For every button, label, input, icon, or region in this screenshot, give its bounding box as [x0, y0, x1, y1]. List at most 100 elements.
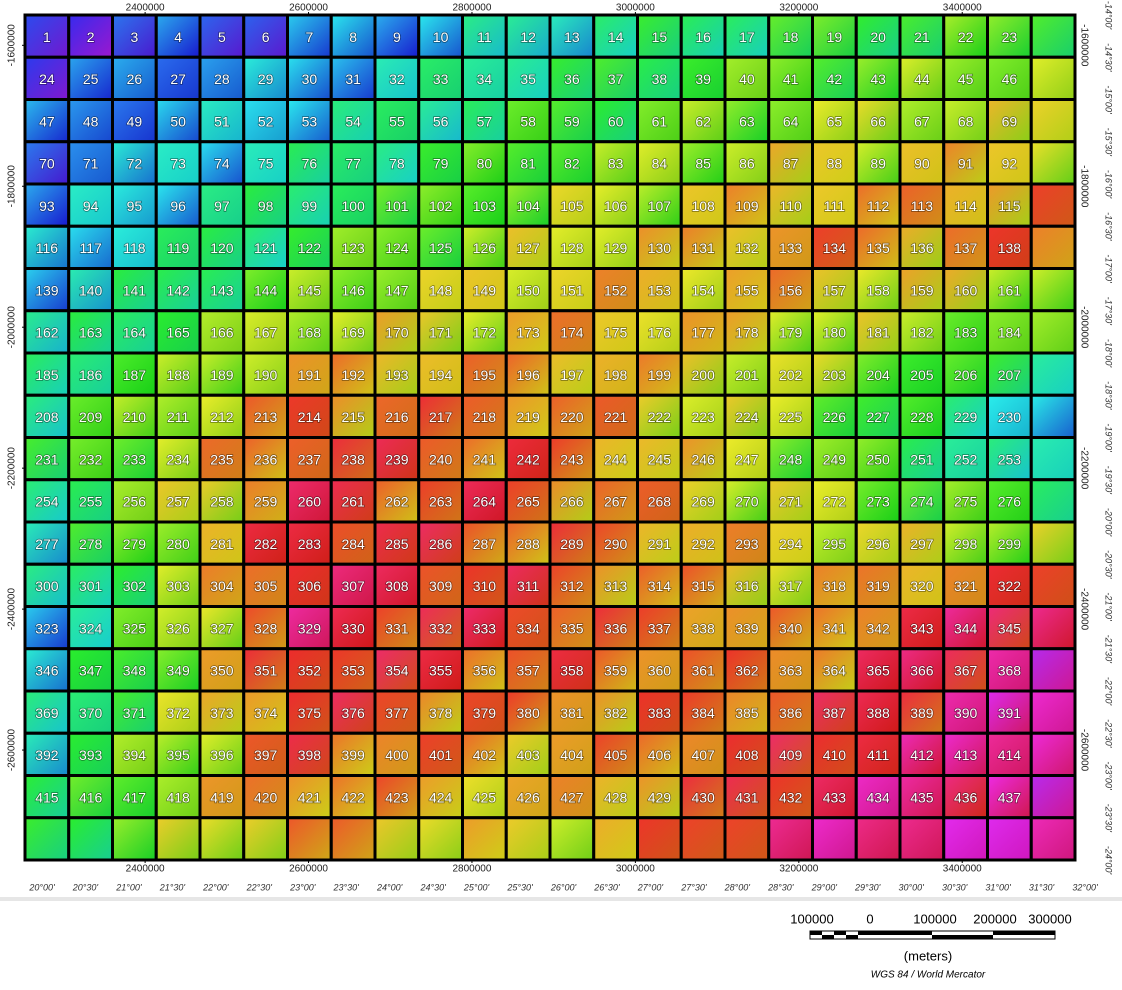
tile-number: 225 [779, 409, 803, 425]
tile-number: 39 [695, 71, 711, 87]
tile-number: 435 [910, 789, 934, 805]
tile-number: 338 [691, 620, 715, 636]
tile-number: 7 [305, 29, 313, 45]
tile-number: 393 [79, 747, 103, 763]
tile-number: 102 [429, 198, 453, 214]
tile-number: 187 [123, 367, 147, 383]
tile-number: 419 [210, 789, 234, 805]
tile-number: 21 [914, 29, 930, 45]
tile-number: 301 [79, 578, 103, 594]
tile-number: 135 [866, 240, 890, 256]
tile-number: 353 [341, 663, 365, 679]
tile-number: 106 [604, 198, 628, 214]
tile-number: 231 [35, 451, 59, 467]
tile-number: 210 [123, 409, 147, 425]
tile-number: 249 [823, 451, 847, 467]
tile-number: 373 [210, 705, 234, 721]
tile-number: 108 [691, 198, 715, 214]
tile-number: 175 [604, 325, 628, 341]
tile-number: 274 [910, 494, 934, 510]
tile-number: 211 [167, 409, 190, 425]
tile [638, 818, 682, 860]
tile-number: 233 [123, 451, 147, 467]
tile-number: 350 [210, 663, 234, 679]
tile-number: 194 [429, 367, 453, 383]
tile-number: 58 [520, 113, 536, 129]
tile [1031, 57, 1075, 99]
latitude-label: -21°30' [1104, 635, 1114, 664]
tile-number: 423 [385, 789, 409, 805]
tile-number: 288 [516, 536, 540, 552]
tile-number: 87 [783, 156, 799, 172]
latitude-label: -23°30' [1104, 804, 1114, 833]
tile-number: 286 [429, 536, 453, 552]
tile-number: 172 [473, 325, 497, 341]
tile-number: 65 [827, 113, 843, 129]
tile-number: 295 [823, 536, 847, 552]
tile-number: 113 [911, 198, 934, 214]
tile [1031, 184, 1075, 226]
tile-number: 216 [385, 409, 409, 425]
tile-number: 242 [516, 451, 540, 467]
tile-number: 1 [43, 29, 51, 45]
tile-number: 232 [79, 451, 103, 467]
tile-number: 322 [998, 578, 1022, 594]
y-tick-label: -1600000 [7, 24, 18, 67]
latitude-label: -19°00' [1104, 423, 1114, 452]
tile-number: 307 [341, 578, 365, 594]
longitude-label: 29°30' [854, 882, 881, 892]
tile-number: 74 [214, 156, 230, 172]
tile [156, 818, 200, 860]
tile-number: 2 [87, 29, 95, 45]
tile-number: 214 [298, 409, 322, 425]
tile-number: 20 [870, 29, 886, 45]
x-tick-label: 3400000 [943, 864, 982, 875]
tile-number: 77 [345, 156, 361, 172]
tile-number: 399 [341, 747, 365, 763]
tile-number: 376 [341, 705, 365, 721]
x-tick-label: 2800000 [452, 864, 491, 875]
tile-number: 377 [385, 705, 409, 721]
tile-number: 251 [910, 451, 934, 467]
tile-number: 261 [341, 494, 365, 510]
tile [1031, 649, 1075, 691]
tile-number: 41 [783, 71, 799, 87]
tile-number: 130 [648, 240, 672, 256]
tile-number: 392 [35, 747, 59, 763]
tile-number: 33 [433, 71, 449, 87]
tile-number: 434 [866, 789, 890, 805]
tile [419, 818, 463, 860]
tile-number: 141 [123, 282, 147, 298]
tile-number: 337 [648, 620, 672, 636]
tile-number: 191 [298, 367, 322, 383]
tile-number: 192 [341, 367, 365, 383]
tile-number: 128 [560, 240, 584, 256]
tile-number: 387 [823, 705, 847, 721]
tile-number: 256 [123, 494, 147, 510]
latitude-label: -20°00' [1104, 508, 1114, 537]
longitude-label: 30°30' [942, 882, 968, 892]
tile-number: 334 [516, 620, 540, 636]
tile-number: 51 [214, 113, 230, 129]
tile-number: 9 [393, 29, 401, 45]
tile-number: 436 [954, 789, 978, 805]
tile-number: 379 [473, 705, 497, 721]
tile [1031, 353, 1075, 395]
tile-number: 421 [298, 789, 322, 805]
tile-number: 155 [735, 282, 759, 298]
tile-number: 129 [604, 240, 628, 256]
tile-number: 59 [564, 113, 580, 129]
tile-number: 204 [866, 367, 890, 383]
tile-number: 44 [914, 71, 930, 87]
tile-number: 146 [341, 282, 365, 298]
tile-number: 281 [210, 536, 234, 552]
tile-number: 126 [473, 240, 497, 256]
latitude-label: -14°30' [1104, 43, 1114, 72]
tile-number: 13 [564, 29, 580, 45]
tile-number: 265 [516, 494, 540, 510]
latitude-label: -18°00' [1104, 339, 1114, 368]
longitude-label: 28°00' [724, 882, 751, 892]
tile-number: 425 [473, 789, 497, 805]
tile-number: 418 [166, 789, 190, 805]
tile-number: 57 [477, 113, 493, 129]
